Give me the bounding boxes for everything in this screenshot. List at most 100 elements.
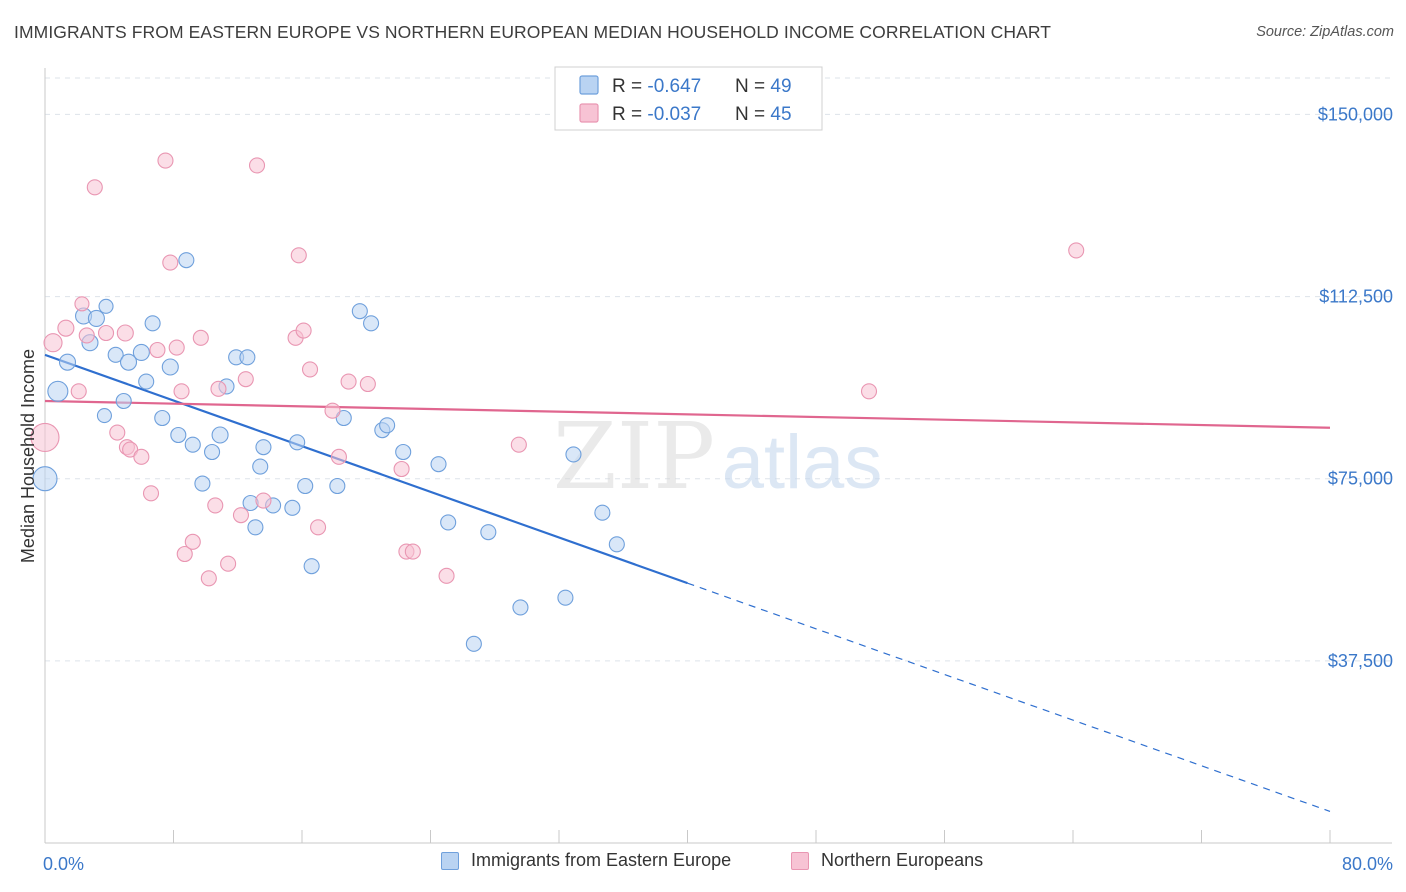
point-eastern-europe xyxy=(194,475,211,492)
legend-swatch-pink xyxy=(791,851,809,870)
point-eastern-europe xyxy=(430,456,447,473)
point-northern-europeans xyxy=(210,380,227,397)
x-tick-label: 80.0% xyxy=(1342,854,1393,874)
y-tick-label: $75,000 xyxy=(1328,469,1393,489)
point-northern-europeans xyxy=(324,402,341,419)
point-eastern-europe xyxy=(211,426,229,444)
trendline-eastern-europe xyxy=(44,353,688,585)
point-eastern-europe xyxy=(32,466,58,492)
point-eastern-europe xyxy=(184,436,201,453)
watermark-atlas: atlas xyxy=(722,420,883,505)
point-eastern-europe xyxy=(154,409,171,427)
legend-r-value: -0.647 xyxy=(647,76,701,97)
legend-swatch-blue xyxy=(579,75,599,95)
point-northern-europeans xyxy=(310,519,327,536)
point-northern-europeans xyxy=(168,339,185,356)
point-eastern-europe xyxy=(395,443,412,461)
point-northern-europeans xyxy=(290,247,307,264)
point-eastern-europe xyxy=(47,380,69,402)
point-eastern-europe xyxy=(351,303,368,320)
point-eastern-europe xyxy=(170,426,187,444)
legend-top-row-pink: R = -0.037 N = 45 xyxy=(579,103,792,125)
point-eastern-europe xyxy=(440,514,457,531)
point-eastern-europe xyxy=(289,434,306,451)
point-northern-europeans xyxy=(860,383,878,400)
axes xyxy=(44,68,1392,844)
point-northern-europeans xyxy=(133,448,150,465)
point-northern-europeans xyxy=(173,383,190,400)
point-northern-europeans xyxy=(1068,242,1085,259)
legend-swatch-pink xyxy=(579,103,599,123)
point-eastern-europe xyxy=(379,417,396,434)
trendline-northern-europeans xyxy=(44,399,1331,429)
point-eastern-europe xyxy=(132,343,150,361)
point-northern-europeans xyxy=(330,448,347,465)
point-northern-europeans xyxy=(97,324,115,342)
x-tick-label: 0.0% xyxy=(43,854,84,874)
point-northern-europeans xyxy=(248,157,266,174)
legend-n-value: 49 xyxy=(770,76,791,97)
y-axis-label: Median Household Income xyxy=(18,349,38,563)
point-eastern-europe xyxy=(115,392,132,410)
legend-item-eastern-europe: Immigrants from Eastern Europe xyxy=(441,850,731,871)
point-northern-europeans xyxy=(43,333,63,353)
point-eastern-europe xyxy=(255,439,272,456)
trendline-eastern-europe-extrapolated xyxy=(687,582,1331,812)
point-eastern-europe xyxy=(107,346,124,363)
y-tick-label: $150,000 xyxy=(1318,104,1393,124)
point-northern-europeans xyxy=(393,460,410,478)
svg-text:R = -0.037: R = -0.037 xyxy=(612,104,701,125)
point-northern-europeans xyxy=(116,324,134,342)
trendlines xyxy=(44,353,1331,812)
point-eastern-europe xyxy=(565,446,582,463)
point-northern-europeans xyxy=(184,533,201,550)
point-eastern-europe xyxy=(335,409,352,427)
point-eastern-europe xyxy=(138,373,155,390)
point-eastern-europe xyxy=(557,589,574,606)
point-northern-europeans xyxy=(340,373,357,390)
point-eastern-europe xyxy=(204,443,221,461)
point-northern-europeans xyxy=(200,570,217,587)
point-northern-europeans xyxy=(438,567,455,584)
point-northern-europeans xyxy=(122,441,139,458)
point-eastern-europe xyxy=(87,309,105,327)
point-eastern-europe xyxy=(119,353,138,371)
legend-r-label: R = xyxy=(612,76,647,97)
point-northern-europeans xyxy=(301,361,319,378)
point-eastern-europe xyxy=(247,519,264,536)
point-northern-europeans xyxy=(359,375,376,393)
point-northern-europeans xyxy=(86,179,103,196)
chart-title: IMMIGRANTS FROM EASTERN EUROPE VS NORTHE… xyxy=(14,22,1052,42)
y-tick-label: $112,500 xyxy=(1319,287,1393,307)
point-northern-europeans xyxy=(142,485,160,502)
y-tick-labels: $37,500 $75,000 $112,500 $150,000 xyxy=(1318,104,1393,670)
legend-bottom: Immigrants from Eastern Europe Northern … xyxy=(0,850,1406,880)
legend-label: Immigrants from Eastern Europe xyxy=(471,850,732,870)
zipatlas-watermark: ZIP atlas xyxy=(553,403,882,510)
point-northern-europeans xyxy=(109,424,126,441)
point-eastern-europe xyxy=(96,408,112,424)
point-eastern-europe xyxy=(512,599,529,616)
y-tick-label: $37,500 xyxy=(1328,651,1393,671)
svg-text:R = -0.647: R = -0.647 xyxy=(612,76,701,97)
point-eastern-europe xyxy=(98,298,114,314)
point-northern-europeans xyxy=(30,422,60,452)
point-eastern-europe xyxy=(239,349,256,366)
point-eastern-europe xyxy=(608,536,625,553)
legend-n-value: 45 xyxy=(770,104,791,125)
point-northern-europeans xyxy=(78,327,95,344)
point-northern-europeans xyxy=(149,341,166,359)
point-northern-europeans xyxy=(74,296,90,312)
svg-text:N = 49: N = 49 xyxy=(735,76,792,97)
point-eastern-europe xyxy=(252,458,269,475)
legend-top: R = -0.647 N = 49 R = -0.037 N = 45 xyxy=(554,66,823,131)
point-northern-europeans xyxy=(510,436,527,453)
legend-label: Northern Europeans xyxy=(821,850,984,870)
point-northern-europeans xyxy=(207,497,224,514)
point-northern-europeans xyxy=(404,543,421,560)
point-eastern-europe xyxy=(58,353,77,371)
legend-n-label: N = xyxy=(735,76,770,97)
point-northern-europeans xyxy=(176,545,193,563)
point-northern-europeans xyxy=(295,322,312,339)
gridlines xyxy=(45,77,1392,662)
